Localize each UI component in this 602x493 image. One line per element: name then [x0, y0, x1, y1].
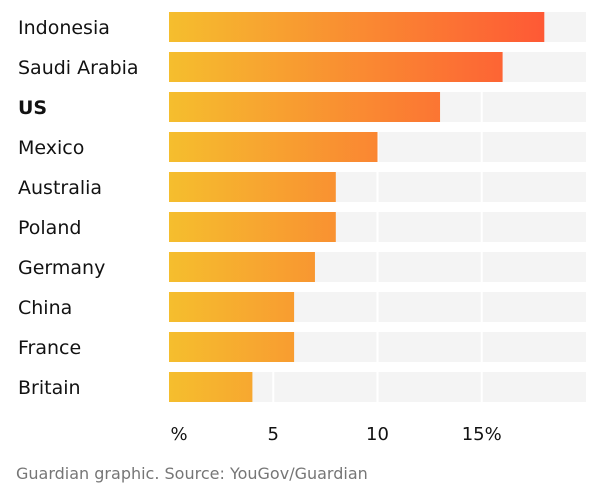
- x-tick-label-0: %: [170, 424, 187, 445]
- x-axis-ticks: % 5 10 15%: [170, 424, 501, 445]
- x-tick-label-10: 10: [366, 424, 389, 445]
- category-label-saudi-arabia: Saudi Arabia: [18, 57, 139, 79]
- category-labels: Indonesia Saudi Arabia US Mexico Australia Po…: [18, 17, 139, 399]
- source-note: Guardian graphic. Source: YouGov/Guardia…: [16, 464, 368, 483]
- bar-us: [169, 92, 441, 122]
- x-tick-label-15: 15%: [462, 424, 502, 445]
- category-label-germany: Germany: [18, 257, 105, 279]
- bar-china: [169, 292, 295, 322]
- bar-mexico: [169, 132, 378, 162]
- category-label-australia: Australia: [18, 177, 102, 199]
- category-label-poland: Poland: [18, 217, 81, 239]
- category-label-china: China: [18, 297, 72, 319]
- category-label-france: France: [18, 337, 81, 359]
- bar-saudi-arabia: [169, 52, 503, 82]
- bar-germany: [169, 252, 315, 282]
- bar-france: [169, 332, 295, 362]
- bar-australia: [169, 172, 336, 202]
- category-label-us: US: [18, 97, 47, 119]
- x-tick-label-5: 5: [268, 424, 279, 445]
- category-label-britain: Britain: [18, 377, 81, 399]
- category-label-mexico: Mexico: [18, 137, 84, 159]
- bar-britain: [169, 372, 253, 402]
- bar-indonesia: [169, 12, 545, 42]
- bars: [169, 12, 545, 402]
- category-label-indonesia: Indonesia: [18, 17, 110, 39]
- bar-poland: [169, 212, 336, 242]
- bar-chart: Indonesia Saudi Arabia US Mexico Australia Po…: [18, 12, 586, 445]
